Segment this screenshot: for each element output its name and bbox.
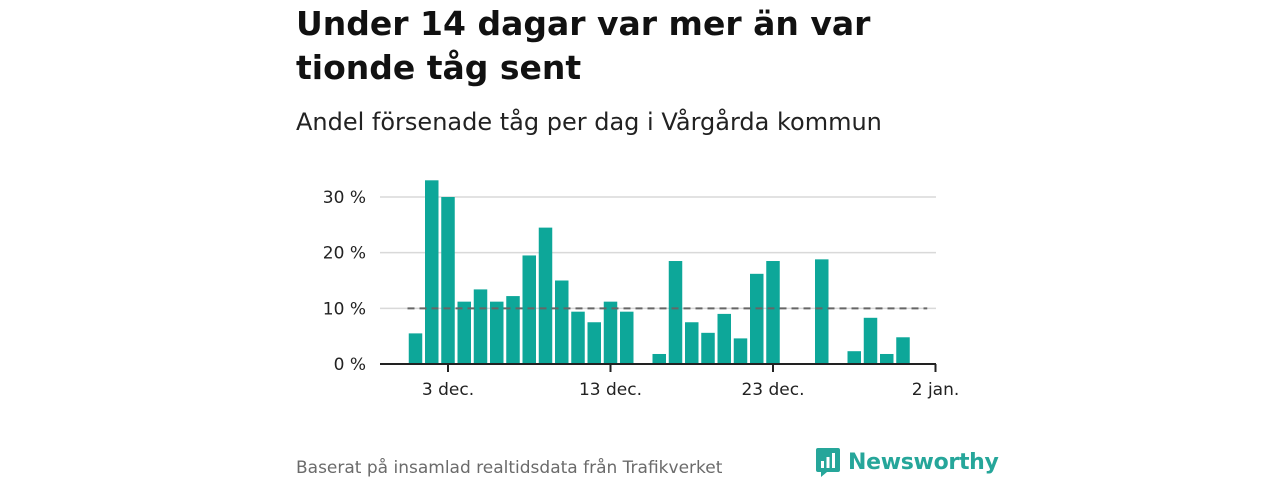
bar — [896, 337, 910, 364]
newsworthy-logo-icon — [816, 448, 840, 477]
bar — [473, 289, 488, 364]
bar — [490, 301, 504, 364]
bar — [587, 322, 601, 364]
brand-name: Newsworthy — [848, 449, 999, 475]
bar — [863, 317, 878, 364]
bar — [701, 332, 715, 364]
bar — [766, 261, 780, 364]
source-note: Baserat på insamlad realtidsdata från Tr… — [296, 458, 723, 478]
bar — [457, 301, 471, 364]
bar — [522, 255, 536, 364]
bar — [815, 259, 829, 364]
bar — [847, 351, 861, 364]
bar — [717, 313, 731, 364]
bar — [408, 333, 423, 364]
x-tick-label: 2 jan. — [912, 380, 960, 400]
x-tick-label: 13 dec. — [579, 380, 642, 400]
bar — [668, 261, 683, 364]
y-tick-label: 10 % — [323, 299, 366, 319]
bar — [880, 353, 894, 364]
bar — [620, 311, 634, 364]
bar — [425, 180, 439, 364]
chart-subtitle: Andel försenade tåg per dag i Vårgårda k… — [296, 108, 882, 136]
bar — [750, 273, 764, 364]
bar — [555, 280, 569, 364]
brand-logo: Newsworthy — [815, 447, 999, 477]
x-tick-label: 3 dec. — [422, 380, 474, 400]
chart-title: Under 14 dagar var mer än var tionde tåg… — [296, 4, 871, 87]
bar — [506, 296, 520, 364]
y-tick-label: 0 % — [334, 355, 366, 375]
bar — [538, 227, 553, 364]
bar — [603, 301, 618, 364]
bar — [652, 353, 666, 364]
y-tick-label: 20 % — [323, 244, 366, 264]
y-tick-label: 30 % — [323, 188, 366, 208]
bar — [571, 311, 585, 364]
bar — [441, 197, 455, 364]
bar — [685, 322, 699, 364]
bar — [733, 338, 748, 364]
x-tick-label: 23 dec. — [741, 380, 804, 400]
